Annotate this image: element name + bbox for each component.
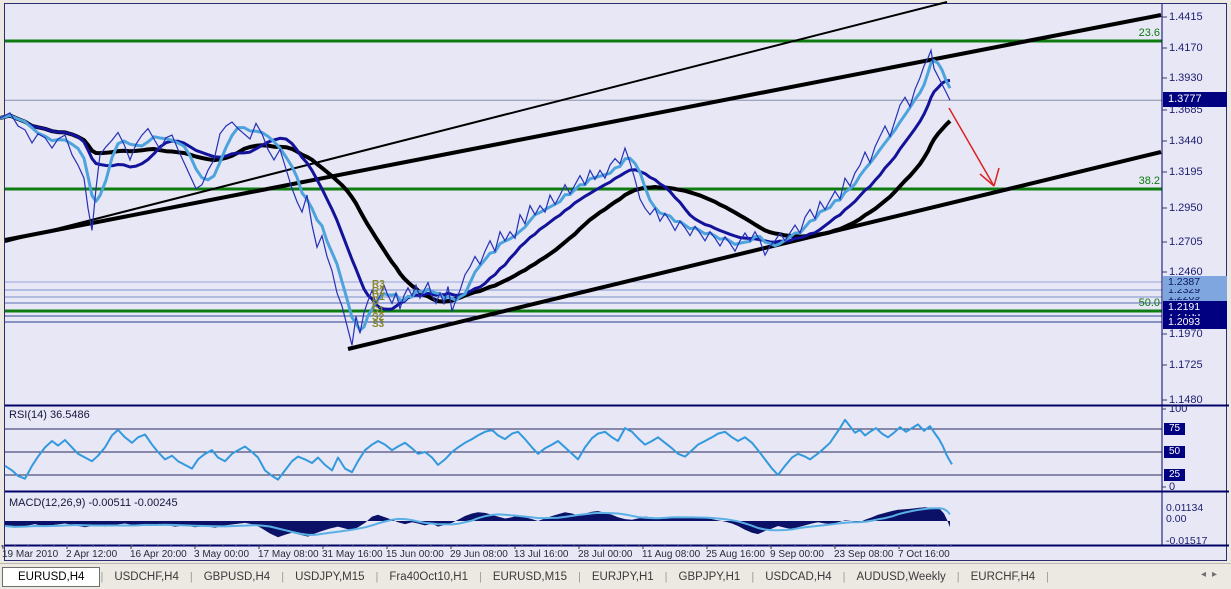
fib-level-label: 23.6: [1138, 27, 1160, 39]
rsi-axis-label: 0: [1169, 481, 1176, 493]
time-axis-label: 9 Sep 00:00: [770, 549, 824, 560]
time-axis-label: 28 Jul 00:00: [578, 549, 633, 560]
tab-separator: |: [842, 570, 846, 583]
tab-usdcad-h4[interactable]: USDCAD,H4: [765, 570, 832, 583]
tab-eurusd-m15[interactable]: EURUSD,M15: [492, 570, 568, 583]
tab-usdjpy-m15[interactable]: USDJPY,M15: [295, 570, 365, 583]
macd-axis-label: 0.00: [1166, 513, 1187, 525]
tab-separator: |: [100, 570, 104, 583]
trendlines[interactable]: [4, 1, 1162, 351]
price-axis-label: 1.3685: [1169, 104, 1203, 116]
time-axis-label: 25 Aug 16:00: [706, 549, 765, 560]
panel-separators: [5, 4, 1229, 547]
price-axis-label: 1.3440: [1169, 135, 1203, 147]
tab-separator: |: [479, 570, 482, 583]
tab-gbpjpy-h1[interactable]: GBPJPY,H1: [678, 570, 741, 583]
tab-separator: |: [281, 570, 285, 583]
pivot-label: P: [372, 299, 379, 310]
pivot-label: S3: [372, 319, 385, 330]
chart-tab-bar: EURUSD,H4 | USDCHF,H4 | GBPUSD,H4 | USDJPY,M1…: [0, 563, 1231, 589]
time-axis-label: 3 May 00:00: [194, 549, 250, 560]
tab-usdchf-h4[interactable]: USDCHF,H4: [114, 570, 179, 583]
tab-items: | USDCHF,H4 | GBPUSD,H4 | USDJPY,M15 | Fra40Oct…: [100, 568, 1049, 586]
macd-axis-label: 0.01134: [1166, 502, 1204, 514]
rsi-level-badge: 25: [1164, 469, 1185, 481]
tab-audusd-weekly[interactable]: AUDUSD,Weekly: [856, 570, 946, 583]
macd-indicator-title: MACD(12,26,9) -0.00511 -0.00245: [9, 497, 178, 509]
time-axis-label: 23 Sep 08:00: [834, 549, 894, 560]
rsi-indicator: [4, 418, 1162, 481]
pivot-label: R3: [372, 279, 385, 290]
time-axis-label: 13 Jul 16:00: [514, 549, 569, 560]
moving-averages: [0, 59, 952, 332]
price-series: [0, 48, 951, 346]
price-axis-label: 1.4170: [1169, 42, 1203, 54]
price-axis-label: 1.1970: [1169, 328, 1203, 340]
tab-scroll-right-icon[interactable]: ▸: [1211, 569, 1223, 580]
fib-level-label: 38.2: [1138, 175, 1160, 187]
tab-separator: |: [1046, 570, 1050, 583]
tab-separator: |: [751, 570, 755, 583]
pivot-level-lines: [5, 281, 1162, 323]
time-axis-label: 16 Apr 20:00: [130, 549, 187, 560]
time-axis-label: 11 Aug 08:00: [642, 549, 701, 560]
pivot-label: R1: [372, 292, 385, 303]
tab-separator: |: [578, 570, 581, 583]
tab-separator: |: [956, 570, 960, 583]
tab-gbpusd-h4[interactable]: GBPUSD,H4: [203, 570, 271, 583]
rsi-indicator-title: RSI(14) 36.5486: [9, 409, 90, 421]
tab-eurjpy-h1[interactable]: EURJPY,H1: [591, 570, 654, 583]
time-axis-label: 19 Mar 2010: [2, 549, 59, 560]
pivot-label: R2: [372, 286, 385, 297]
fib-level-label: 50.0: [1138, 297, 1160, 309]
tab-eurchf-h4[interactable]: EURCHF,H4: [970, 570, 1036, 583]
price-axis-label: 1.1725: [1169, 359, 1203, 371]
tab-scroll-left-icon[interactable]: ◂: [1200, 569, 1212, 580]
time-axis-label: 31 May 16:00: [322, 549, 383, 560]
tab-separator: |: [189, 570, 193, 583]
pivot-label: S1: [372, 305, 385, 316]
fibonacci-level-lines: [5, 39, 1162, 313]
price-level-badge: 1.2387: [1163, 276, 1227, 289]
price-axis-label: 1.2460: [1169, 266, 1203, 278]
time-axis-label: 15 Jun 00:00: [386, 549, 444, 560]
rsi-level-badge: 75: [1164, 423, 1185, 435]
price-axis-label: 1.3930: [1169, 72, 1203, 84]
rsi-level-badge: 50: [1164, 446, 1185, 458]
price-axis-label: 1.1480: [1169, 394, 1203, 406]
macd-indicator: [4, 507, 951, 538]
current-price-badge: 1.3777: [1163, 92, 1227, 107]
pivot-label: S2: [372, 312, 385, 323]
price-axis-label: 1.2950: [1169, 202, 1203, 214]
tab-scroll-arrows: ◂▸: [1201, 569, 1223, 580]
price-axis-label: 1.4415: [1169, 11, 1203, 23]
axis-ticks: [1, 16, 1167, 549]
macd-axis-label: -0.01517: [1166, 535, 1208, 547]
tab-separator: |: [375, 570, 379, 583]
red-arrow-annotation[interactable]: [948, 107, 1000, 187]
rsi-axis-label: 100: [1169, 403, 1188, 415]
price-axis-label: 1.2705: [1169, 236, 1203, 248]
tab-separator: |: [664, 570, 668, 583]
tab-eurusd-h4-active[interactable]: EURUSD,H4: [2, 566, 101, 587]
time-axis-label: 7 Oct 16:00: [898, 549, 950, 560]
time-axis-label: 17 May 08:00: [258, 549, 319, 560]
time-axis-label: 29 Jun 08:00: [450, 549, 508, 560]
time-axis-label: 2 Apr 12:00: [66, 549, 118, 560]
price-level-badge: 1.2093: [1163, 316, 1227, 329]
price-level-badge: 1.2191: [1163, 301, 1227, 314]
price-axis-label: 1.3195: [1169, 166, 1203, 178]
tab-fra40oct10-h1[interactable]: Fra40Oct10,H1: [389, 570, 469, 583]
